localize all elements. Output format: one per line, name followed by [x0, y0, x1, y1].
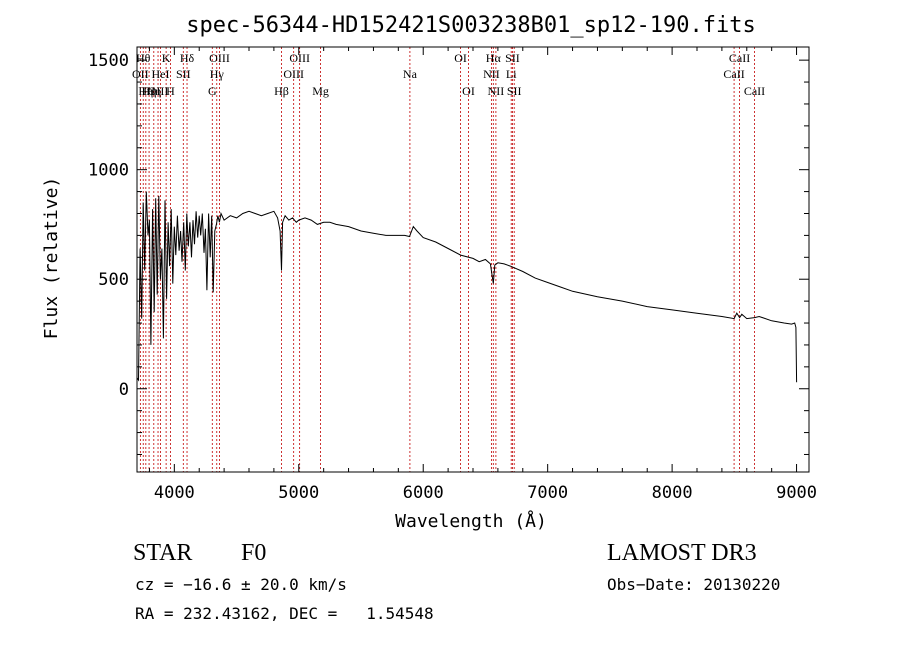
y-axis-label: Flux (relative): [41, 177, 62, 340]
chart-title: spec-56344-HD152421S003238B01_sp12-190.f…: [186, 13, 756, 38]
line-label: OIII: [289, 51, 310, 65]
line-label: OIII: [209, 51, 230, 65]
line-label: CaII: [744, 84, 765, 98]
x-axis-label: Wavelength (Å): [395, 510, 547, 532]
plot-frame: [136, 46, 810, 473]
spectrum-line: [136, 191, 798, 383]
line-label: Hα: [486, 51, 502, 65]
line-label: NII: [488, 84, 505, 98]
x-tick-label: 4000: [154, 483, 195, 503]
line-label: Hη: [142, 84, 157, 98]
x-tick-label: 8000: [652, 483, 693, 503]
object-subclass: F0: [241, 540, 267, 566]
line-label: Hη: [146, 84, 161, 98]
line-label: Hγ: [210, 67, 225, 81]
line-label: SII: [505, 51, 520, 65]
emission-line-markers: [139, 47, 755, 472]
x-tick-label: 7000: [527, 483, 568, 503]
line-label: Hδ: [180, 51, 195, 65]
redshift-cz: cz = −16.6 ± 20.0 km/s: [135, 575, 347, 594]
observation-date: Obs−Date: 20130220: [607, 575, 781, 594]
line-label: Hθ: [136, 51, 151, 65]
survey-name: LAMOST DR3: [607, 540, 757, 566]
y-tick-label: 1500: [88, 51, 129, 71]
y-tick-label: 1000: [88, 161, 129, 181]
line-label: OIII: [283, 67, 304, 81]
object-class: STAR: [133, 540, 193, 566]
y-tick-label: 500: [98, 270, 129, 290]
x-tick-label: 5000: [278, 483, 319, 503]
emission-line-labels: OIIHθHηHηHηOIIIHeIKHSIIHδGHγOIIIHβOIIIOI…: [132, 51, 765, 98]
line-label: Na: [403, 67, 418, 81]
line-label: NII: [483, 67, 500, 81]
line-label: K: [162, 51, 171, 65]
line-label: OI: [462, 84, 475, 98]
x-tick-label: 9000: [776, 483, 817, 503]
ra-dec: RA = 232.43162, DEC = 1.54548: [135, 604, 434, 623]
line-label: OII: [132, 67, 149, 81]
line-label: Hη: [138, 84, 153, 98]
line-label: HeI: [152, 67, 170, 81]
line-label: G: [208, 84, 217, 98]
line-label: CaII: [723, 67, 744, 81]
y-tick-label: 0: [119, 380, 129, 400]
line-label: H: [166, 84, 175, 98]
line-label: SII: [176, 67, 191, 81]
line-label: Mg: [312, 84, 329, 98]
x-tick-label: 6000: [403, 483, 444, 503]
line-label: Li: [506, 67, 517, 81]
line-label: SII: [507, 84, 522, 98]
line-label: CaII: [729, 51, 750, 65]
line-label: OI: [454, 51, 467, 65]
line-label: OIII: [148, 84, 169, 98]
line-label: Hβ: [274, 84, 289, 98]
axes: 4000 5000 6000 7000 8000 9000 0 500 1000 1500: [88, 47, 817, 503]
